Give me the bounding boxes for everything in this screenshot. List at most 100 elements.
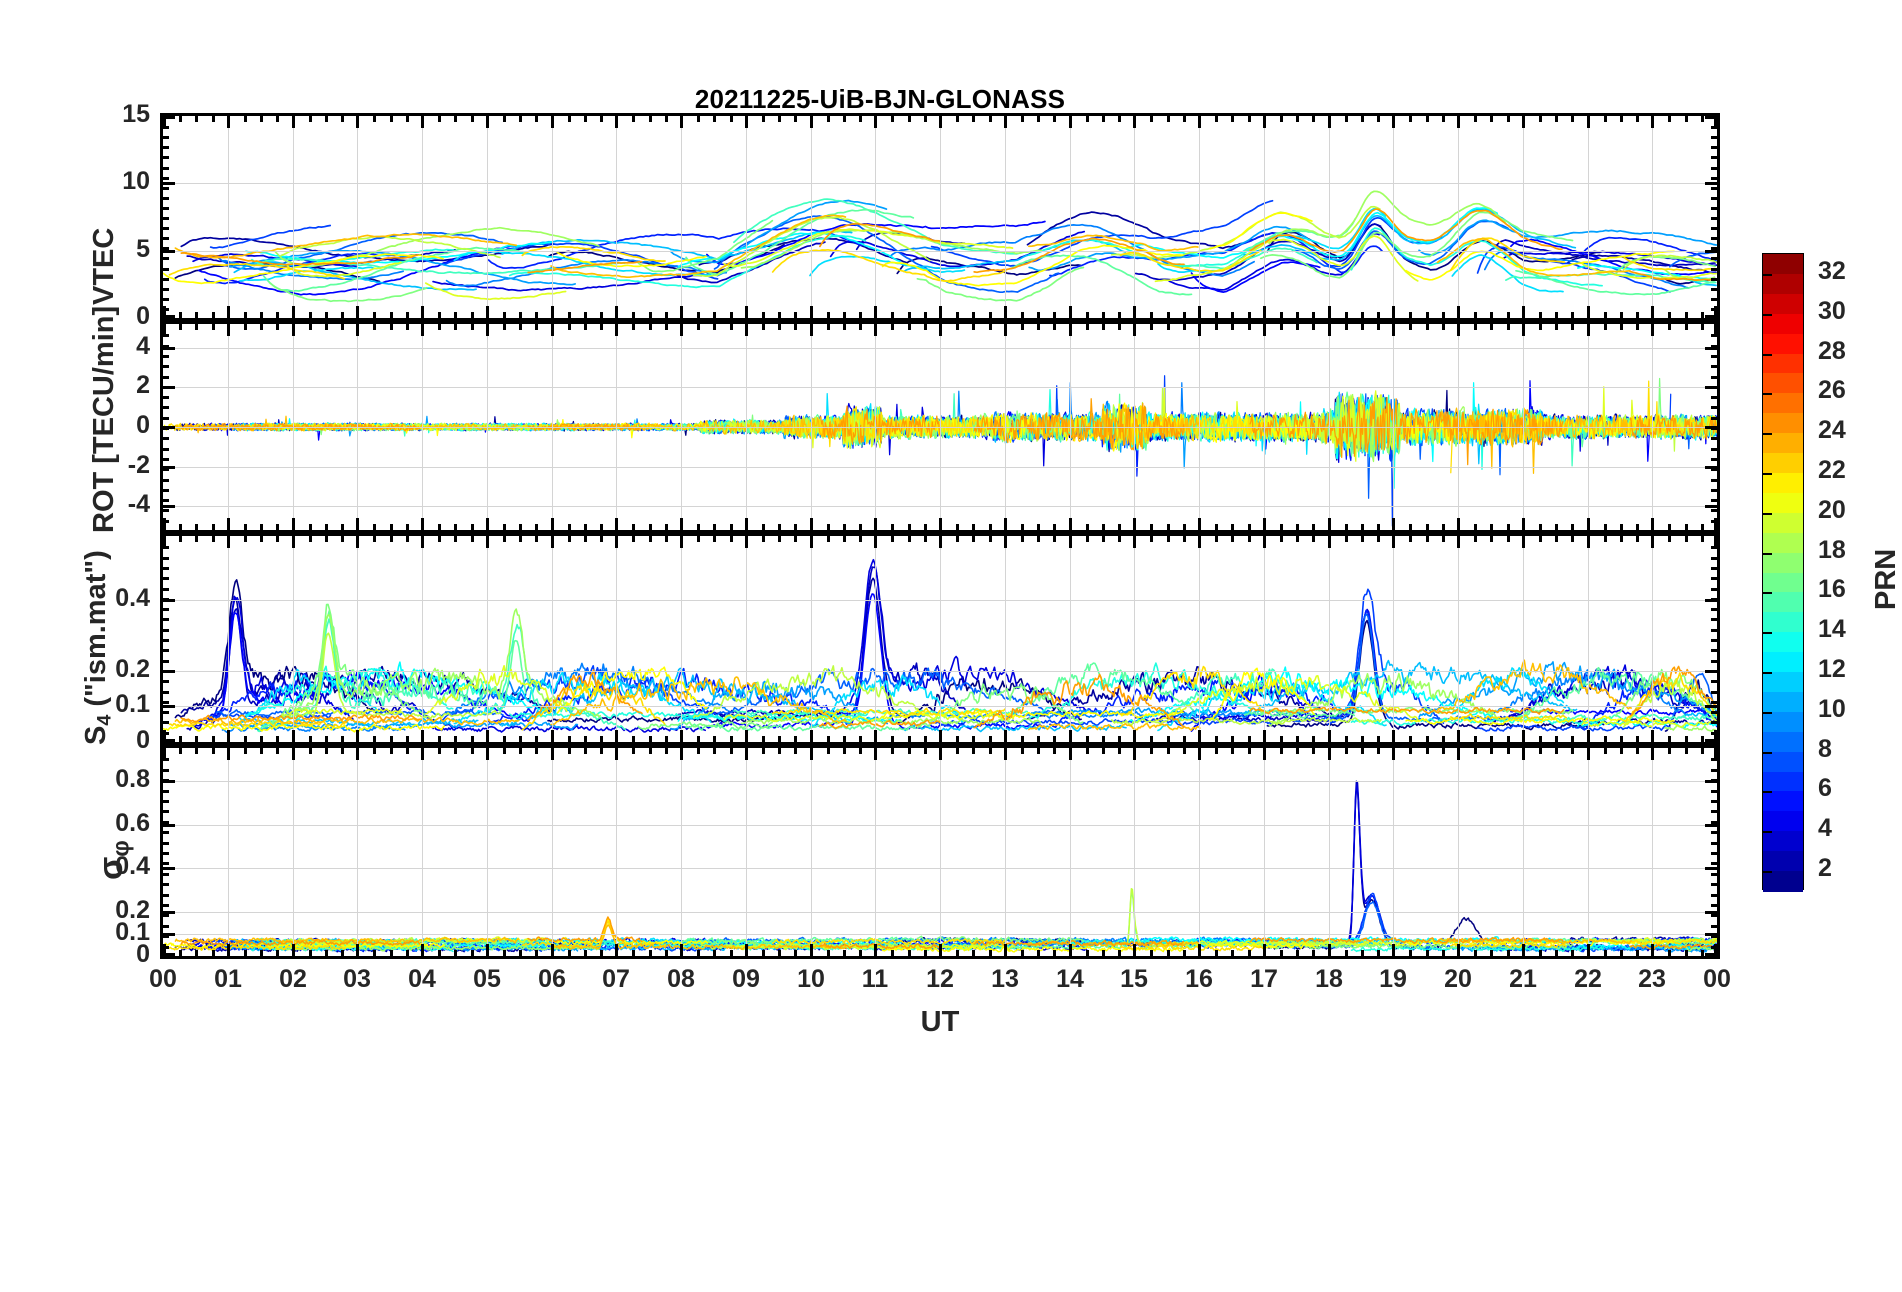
axis-tick-minor [778, 524, 781, 530]
axis-tick-minor [778, 736, 781, 742]
colorbar-tick [1763, 274, 1772, 276]
xtick-label: 22 [1574, 965, 1602, 993]
gridline-horizontal [163, 912, 1717, 913]
colorbar-tick [1763, 393, 1772, 395]
data-series-line [733, 198, 1027, 255]
axis-tick-minor [163, 680, 169, 683]
axis-tick-minor [276, 324, 279, 330]
colorbar-tick-label: 14 [1818, 615, 1846, 643]
axis-tick-minor [276, 736, 279, 742]
axis-tick-minor [163, 207, 169, 210]
axis-tick-minor [1711, 197, 1717, 200]
axis-tick-minor [163, 577, 169, 580]
data-series-line [930, 199, 1274, 267]
axis-tick-minor [163, 520, 169, 523]
axis-tick-minor [924, 524, 927, 530]
axis-tick-major [745, 324, 748, 336]
axis-tick-major [1198, 324, 1201, 336]
axis-tick-minor [163, 288, 169, 291]
axis-tick-minor [600, 748, 603, 754]
gridline-vertical [940, 748, 941, 956]
xtick-label: 03 [343, 965, 371, 993]
axis-tick-major [1705, 466, 1717, 469]
axis-tick-minor [406, 324, 409, 330]
axis-tick-major [874, 748, 877, 760]
gridline-vertical [875, 748, 876, 956]
axis-tick-minor [843, 524, 846, 530]
axis-tick-minor [1053, 324, 1056, 330]
axis-tick-minor [1711, 126, 1717, 129]
ytick-label-s4: 0.1 [115, 690, 150, 718]
axis-tick-minor [1167, 950, 1170, 956]
axis-tick-major [874, 518, 877, 530]
axis-tick-major [163, 182, 175, 185]
axis-tick-minor [163, 257, 169, 260]
axis-tick-minor [794, 748, 797, 754]
axis-tick-minor [212, 312, 215, 318]
gridline-vertical [552, 536, 553, 742]
axis-tick-major [227, 944, 230, 956]
axis-tick-major [874, 536, 877, 548]
axis-tick-minor [859, 524, 862, 530]
colorbar-segment [1763, 831, 1803, 853]
axis-tick-minor [762, 324, 765, 330]
data-series-line [973, 398, 1185, 451]
axis-tick-minor [535, 324, 538, 330]
axis-tick-minor [1296, 324, 1299, 330]
data-series-line [180, 938, 421, 947]
gridline-vertical [1393, 748, 1394, 956]
gridline-vertical [1005, 748, 1006, 956]
axis-tick-major [680, 748, 683, 760]
axis-tick-minor [1668, 524, 1671, 530]
axis-tick-minor [730, 524, 733, 530]
axis-tick-minor [1312, 748, 1315, 754]
axis-tick-minor [1426, 736, 1429, 742]
axis-tick-minor [390, 748, 393, 754]
colorbar-label-prn: PRN [1870, 548, 1902, 610]
axis-tick-minor [535, 312, 538, 318]
axis-tick-major [1714, 730, 1717, 742]
axis-tick-major [939, 306, 942, 318]
axis-tick-minor [1426, 536, 1429, 542]
axis-tick-minor [1620, 324, 1623, 330]
axis-tick-minor [989, 736, 992, 742]
ytick-label-sigmaphi: 0.4 [115, 852, 150, 880]
xtick-label: 00 [1703, 965, 1731, 993]
data-series-line [1119, 944, 1264, 952]
colorbar-tick-label: 22 [1818, 456, 1846, 484]
axis-tick-minor [568, 536, 571, 542]
axis-tick-minor [163, 732, 169, 735]
axis-tick-major [163, 739, 175, 742]
axis-tick-major [163, 953, 175, 956]
axis-tick-major [1587, 306, 1590, 318]
axis-tick-minor [1474, 524, 1477, 530]
axis-tick-major [1651, 748, 1654, 760]
data-series-line [829, 230, 1086, 268]
axis-tick-major [1198, 730, 1201, 742]
axis-tick-minor [179, 536, 182, 542]
axis-tick-minor [471, 748, 474, 754]
axis-tick-major [1705, 739, 1717, 742]
axis-tick-major [1328, 306, 1331, 318]
axis-tick-minor [1442, 536, 1445, 542]
axis-tick-major [615, 748, 618, 760]
gridline-vertical [616, 748, 617, 956]
axis-tick-minor [1711, 345, 1717, 348]
axis-tick-major [874, 324, 877, 336]
axis-tick-major [1263, 730, 1266, 742]
data-series-line [1168, 784, 1381, 948]
axis-tick-minor [1711, 217, 1717, 220]
gridline-horizontal [163, 183, 1717, 184]
axis-tick-major [1133, 748, 1136, 760]
axis-tick-major [486, 324, 489, 336]
data-series-line [1449, 237, 1566, 271]
colorbar-tick [1763, 871, 1772, 873]
axis-tick-major [810, 116, 813, 128]
axis-tick-minor [1183, 324, 1186, 330]
axis-tick-minor [649, 950, 652, 956]
axis-tick-minor [1296, 748, 1299, 754]
axis-tick-minor [1711, 406, 1717, 409]
xtick-label: 04 [408, 965, 436, 993]
xtick-label: 13 [991, 965, 1019, 993]
gridline-horizontal [163, 348, 1717, 349]
